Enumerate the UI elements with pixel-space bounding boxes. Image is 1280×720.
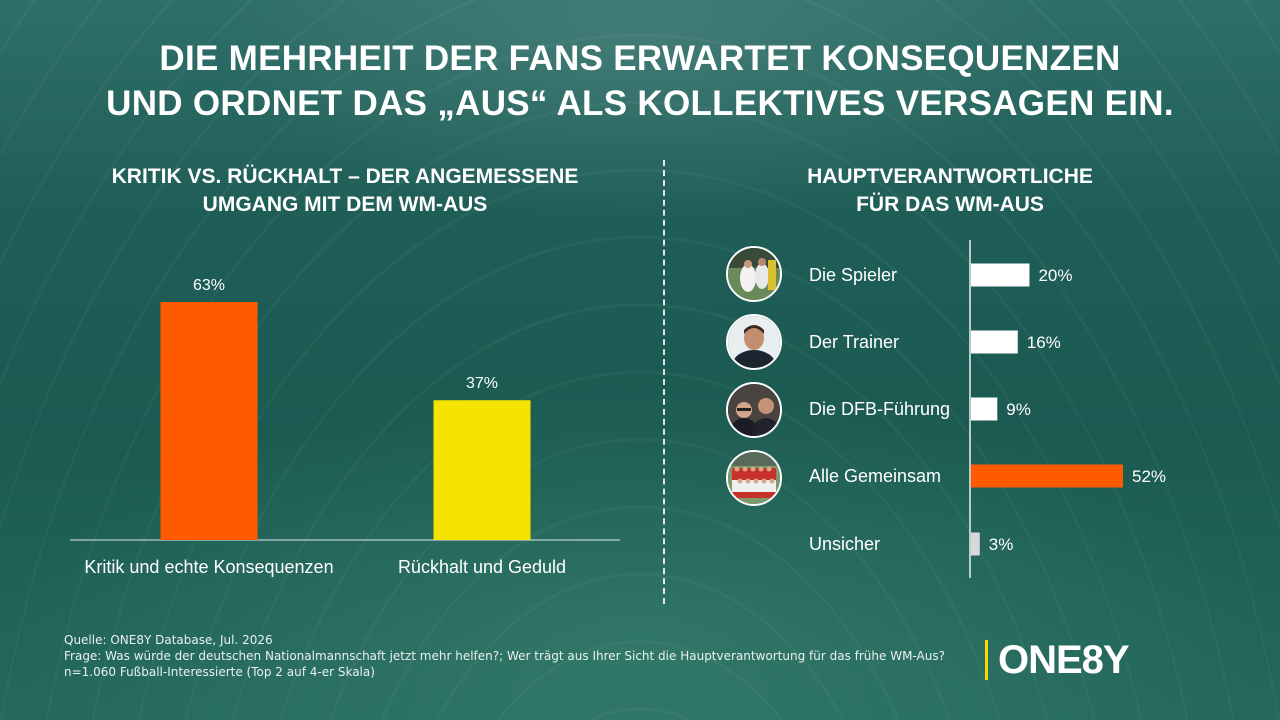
left-chart-title-line-2: UMGANG MIT DEM WM-AUS xyxy=(202,193,488,216)
right-bar-category-3: Die DFB-Führung xyxy=(809,399,950,419)
right-bar-category-5: Unsicher xyxy=(809,534,880,554)
right-chart-title-line-2: FÜR DAS WM-AUS xyxy=(856,193,1044,216)
left-bar-category-1: Kritik und echte Konsequenzen xyxy=(84,557,333,577)
footnote: Quelle: ONE8Y Database, Jul. 2026 Frage:… xyxy=(64,632,945,680)
title-line-1: DIE MEHRHEIT DER FANS ERWARTET KONSEQUEN… xyxy=(159,39,1121,78)
right-bar-category-2: Der Trainer xyxy=(809,332,899,352)
right-bar-category-1: Die Spieler xyxy=(809,265,897,285)
logo-accent-bar xyxy=(985,640,988,680)
chart-divider xyxy=(663,160,665,604)
logo-text: ONE8Y xyxy=(998,637,1130,682)
right-bar-value-3: 9% xyxy=(1006,400,1031,419)
right-bar-4 xyxy=(971,464,1123,488)
officials-photo-icon xyxy=(726,382,782,438)
right-bar-2 xyxy=(971,330,1018,354)
right-bar-3 xyxy=(971,397,998,421)
right-bar-value-1: 20% xyxy=(1038,266,1072,285)
sample-text: n=1.060 Fußball-Interessierte (Top 2 auf… xyxy=(64,665,375,679)
title-line-2: UND ORDNET DAS „AUS“ ALS KOLLEKTIVES VER… xyxy=(106,84,1174,123)
left-bar-2 xyxy=(433,400,531,540)
source-text: Quelle: ONE8Y Database, Jul. 2026 xyxy=(64,633,273,647)
coach-photo-icon xyxy=(726,314,782,370)
right-chart-title: HAUPTVERANTWORTLICHE FÜR DAS WM-AUS xyxy=(730,163,1170,219)
players-photo-icon xyxy=(726,246,782,302)
one8y-logo: ONE8Y xyxy=(985,637,1130,682)
left-chart-title: KRITIK VS. RÜCKHALT – DER ANGEMESSENE UM… xyxy=(70,163,620,219)
team-photo-icon xyxy=(726,450,782,506)
right-bar-5 xyxy=(971,532,980,556)
left-bar-1 xyxy=(160,302,258,540)
right-bar-value-5: 3% xyxy=(989,535,1014,554)
page-title: DIE MEHRHEIT DER FANS ERWARTET KONSEQUEN… xyxy=(0,36,1280,126)
right-bar-value-2: 16% xyxy=(1027,333,1061,352)
right-bar-category-4: Alle Gemeinsam xyxy=(809,466,941,486)
question-text: Frage: Was würde der deutschen Nationalm… xyxy=(64,649,945,663)
left-bar-category-2: Rückhalt und Geduld xyxy=(398,557,566,577)
left-bar-value-1: 63% xyxy=(193,277,225,294)
right-bar-value-4: 52% xyxy=(1132,467,1166,486)
left-chart-title-line-1: KRITIK VS. RÜCKHALT – DER ANGEMESSENE xyxy=(111,165,579,188)
right-bar-1 xyxy=(971,263,1030,287)
left-bar-value-2: 37% xyxy=(466,375,498,392)
right-chart-title-line-1: HAUPTVERANTWORTLICHE xyxy=(807,165,1093,188)
